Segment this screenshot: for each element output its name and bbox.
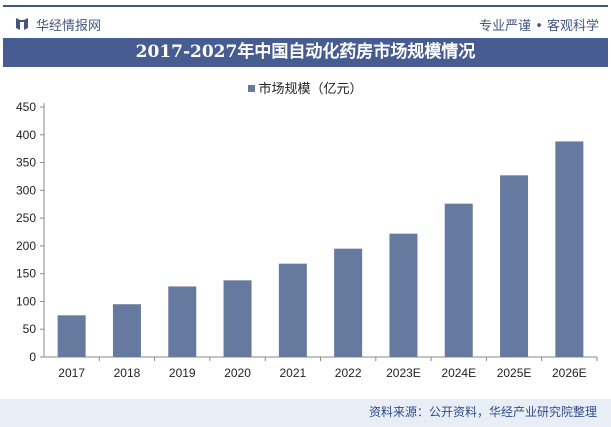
bar-2017	[57, 315, 86, 357]
legend: 市场规模（亿元）	[0, 78, 611, 97]
y-tick-label: 250	[16, 211, 36, 225]
bar-2024E	[444, 203, 473, 357]
chart-title: 2017-2027年中国自动化药房市场规模情况	[3, 38, 608, 67]
x-tick-label: 2020	[224, 366, 251, 380]
x-tick-label: 2023E	[386, 366, 421, 380]
legend-label: 市场规模（亿元）	[258, 82, 363, 97]
x-tick-label: 2025E	[497, 366, 532, 380]
y-tick-label: 300	[16, 183, 36, 197]
x-tick-label: 2019	[169, 366, 196, 380]
y-tick-label: 400	[16, 128, 36, 142]
source-footer: 资料来源：公开资料，华经产业研究院整理	[0, 399, 611, 427]
brand-name: 华经情报网	[36, 19, 102, 34]
y-tick-label: 200	[16, 239, 36, 253]
slogan: 专业严谨 • 客观科学	[479, 19, 599, 34]
x-tick-label: 2026E	[552, 366, 587, 380]
header: 华经情报网 专业严谨 • 客观科学	[0, 8, 611, 38]
bar-2026E	[555, 141, 584, 357]
logo-icon	[16, 18, 28, 30]
bar-2022	[334, 248, 363, 357]
y-tick-label: 100	[16, 294, 36, 308]
bar-2018	[112, 304, 141, 357]
top-rule	[3, 5, 608, 7]
y-tick-label: 350	[16, 156, 36, 170]
legend-swatch	[248, 85, 256, 92]
x-tick-label: 2021	[279, 366, 306, 380]
y-tick-label: 150	[16, 267, 36, 281]
y-tick-label: 50	[23, 322, 37, 336]
x-tick-label: 2024E	[441, 366, 476, 380]
y-tick-label: 0	[29, 350, 36, 364]
bar-2021	[278, 263, 307, 357]
x-tick-label: 2022	[335, 366, 362, 380]
y-tick-label: 450	[16, 100, 36, 114]
x-tick-label: 2017	[58, 366, 85, 380]
bar-2020	[223, 280, 252, 357]
bar-2025E	[500, 175, 529, 357]
bar-2023E	[389, 233, 418, 357]
x-tick-label: 2018	[114, 366, 141, 380]
bar-2019	[168, 286, 197, 357]
